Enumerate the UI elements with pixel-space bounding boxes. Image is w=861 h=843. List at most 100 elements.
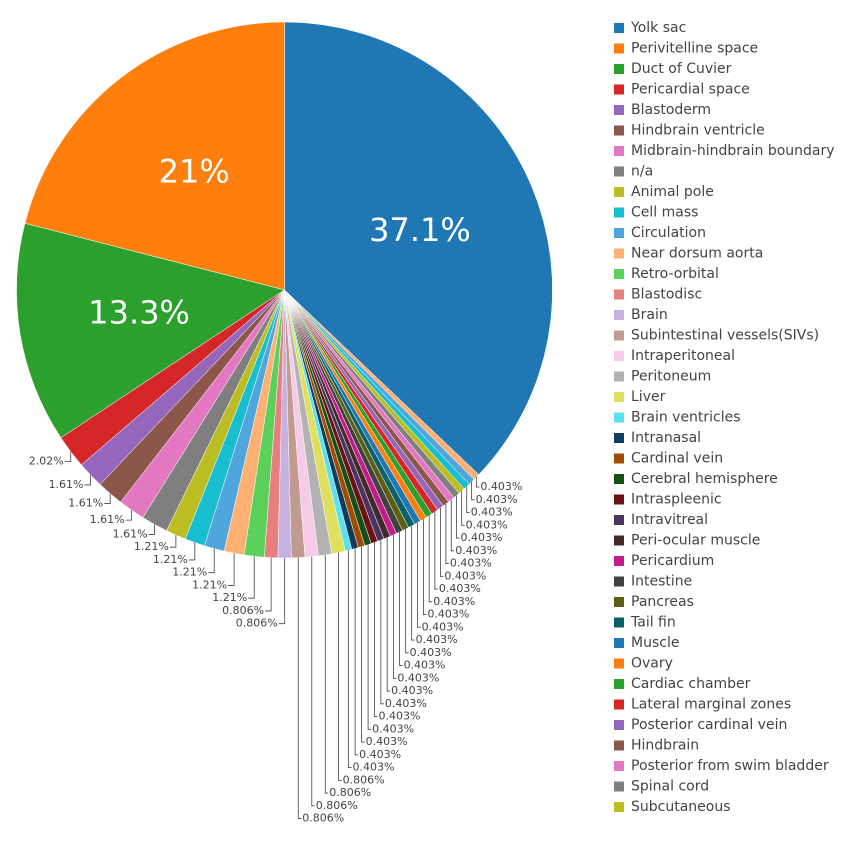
- slice-label: 0.806%: [222, 604, 264, 617]
- legend-label[interactable]: Subintestinal vessels(SIVs): [631, 328, 819, 344]
- legend-label[interactable]: Brain: [631, 307, 668, 323]
- legend-label[interactable]: Intravitreal: [631, 512, 708, 528]
- legend-label[interactable]: Subcutaneous: [631, 799, 731, 815]
- legend-swatch[interactable]: [614, 556, 624, 566]
- legend-swatch[interactable]: [614, 146, 624, 156]
- legend-label[interactable]: Muscle: [631, 635, 679, 651]
- legend-label[interactable]: Peri-ocular muscle: [631, 533, 760, 549]
- legend-swatch[interactable]: [614, 679, 624, 689]
- legend-label[interactable]: Tail fin: [630, 615, 676, 631]
- legend-label[interactable]: Retro-orbital: [631, 266, 719, 282]
- leader-line: [311, 556, 315, 807]
- legend-swatch[interactable]: [614, 638, 624, 648]
- legend-swatch[interactable]: [614, 207, 624, 218]
- legend-swatch[interactable]: [614, 289, 624, 300]
- legend-swatch[interactable]: [614, 494, 624, 505]
- leader-line: [64, 451, 72, 463]
- legend-swatch[interactable]: [614, 269, 624, 279]
- slice-label: 1.21%: [134, 540, 169, 553]
- legend-swatch[interactable]: [614, 740, 624, 751]
- slice-label: 0.806%: [329, 786, 371, 799]
- leader-line: [456, 495, 460, 539]
- legend-swatch[interactable]: [614, 310, 624, 320]
- legend-label[interactable]: Peritoneum: [631, 369, 711, 385]
- legend-label[interactable]: Cardiac chamber: [631, 676, 751, 692]
- legend-label[interactable]: Spinal cord: [631, 779, 709, 795]
- pie-slice: [24, 21, 285, 291]
- legend-swatch[interactable]: [614, 351, 624, 361]
- legend-swatch[interactable]: [614, 105, 624, 115]
- legend-swatch[interactable]: [614, 43, 624, 54]
- legend-label[interactable]: Posterior from swim bladder: [631, 758, 829, 774]
- leader-line: [148, 524, 156, 535]
- legend-swatch[interactable]: [614, 761, 624, 771]
- legend-label[interactable]: Hindbrain ventricle: [631, 123, 765, 139]
- legend-label[interactable]: Cerebral hemisphere: [631, 471, 778, 487]
- legend-label[interactable]: Animal pole: [631, 184, 714, 200]
- legend-swatch[interactable]: [614, 802, 624, 812]
- legend-swatch[interactable]: [614, 576, 624, 587]
- legend-label[interactable]: Pancreas: [631, 594, 694, 610]
- legend-swatch[interactable]: [614, 453, 624, 464]
- legend-label[interactable]: Intraperitoneal: [631, 348, 735, 364]
- legend-label[interactable]: Perivitelline space: [631, 41, 758, 57]
- slice-label: 37.1%: [369, 211, 471, 249]
- legend-swatch[interactable]: [614, 330, 624, 341]
- leader-line: [354, 548, 359, 756]
- legend-swatch[interactable]: [614, 412, 624, 423]
- leader-line: [324, 554, 329, 794]
- legend-swatch[interactable]: [614, 248, 624, 259]
- legend-swatch[interactable]: [614, 597, 624, 607]
- leader-line: [208, 548, 215, 574]
- legend-label[interactable]: Lateral marginal zones: [631, 697, 791, 713]
- legend-swatch[interactable]: [614, 658, 624, 669]
- legend-swatch[interactable]: [614, 166, 624, 177]
- legend-label[interactable]: n/a: [631, 164, 653, 180]
- legend-label[interactable]: Intestine: [631, 574, 692, 590]
- legend-swatch[interactable]: [614, 64, 624, 74]
- legend-label[interactable]: Blastodisc: [631, 287, 702, 303]
- legend-swatch[interactable]: [614, 474, 624, 484]
- legend-label[interactable]: Brain ventricles: [631, 410, 741, 426]
- legend-label[interactable]: Ovary: [631, 656, 673, 672]
- legend-label[interactable]: Duct of Cuvier: [631, 61, 732, 77]
- slice-label: 0.403%: [379, 710, 421, 723]
- leader-line: [248, 556, 255, 599]
- legend-swatch[interactable]: [614, 720, 624, 730]
- slice-label: 0.403%: [466, 518, 508, 531]
- legend-swatch[interactable]: [614, 228, 624, 238]
- legend-label[interactable]: Yolk sac: [630, 20, 686, 36]
- legend-label[interactable]: Hindbrain: [631, 738, 699, 754]
- legend-label[interactable]: Pericardium: [631, 553, 714, 569]
- leader-line: [393, 534, 397, 679]
- legend-label[interactable]: Intraspleenic: [631, 492, 722, 508]
- legend-label[interactable]: Cell mass: [631, 205, 698, 221]
- legend-swatch[interactable]: [614, 125, 624, 136]
- legend-label[interactable]: Cardinal vein: [631, 451, 723, 467]
- legend-swatch[interactable]: [614, 535, 624, 546]
- legend-swatch[interactable]: [614, 617, 624, 628]
- legend-swatch[interactable]: [614, 23, 624, 33]
- legend-swatch[interactable]: [614, 781, 624, 792]
- slice-label: 0.403%: [450, 557, 492, 570]
- legend-swatch[interactable]: [614, 699, 624, 710]
- legend-swatch[interactable]: [614, 392, 624, 402]
- legend-label[interactable]: Blastoderm: [631, 102, 711, 118]
- legend-label[interactable]: Circulation: [631, 225, 706, 241]
- legend-label[interactable]: Intranasal: [631, 430, 701, 446]
- legend-swatch[interactable]: [614, 187, 624, 197]
- leader-line: [188, 542, 196, 561]
- legend-label[interactable]: Pericardial space: [631, 82, 750, 98]
- leader-line: [434, 511, 438, 590]
- legend-swatch[interactable]: [614, 433, 624, 443]
- legend-swatch[interactable]: [614, 515, 624, 525]
- legend-swatch[interactable]: [614, 371, 624, 382]
- legend-label[interactable]: Near dorsum aorta: [631, 246, 763, 262]
- leader-line: [84, 474, 91, 486]
- legend-label[interactable]: Liver: [631, 389, 666, 405]
- legend-label[interactable]: Posterior cardinal vein: [631, 717, 787, 733]
- legend-label[interactable]: Midbrain-hindbrain boundary: [631, 143, 835, 159]
- legend-swatch[interactable]: [614, 84, 624, 95]
- slice-label: 0.403%: [455, 544, 497, 557]
